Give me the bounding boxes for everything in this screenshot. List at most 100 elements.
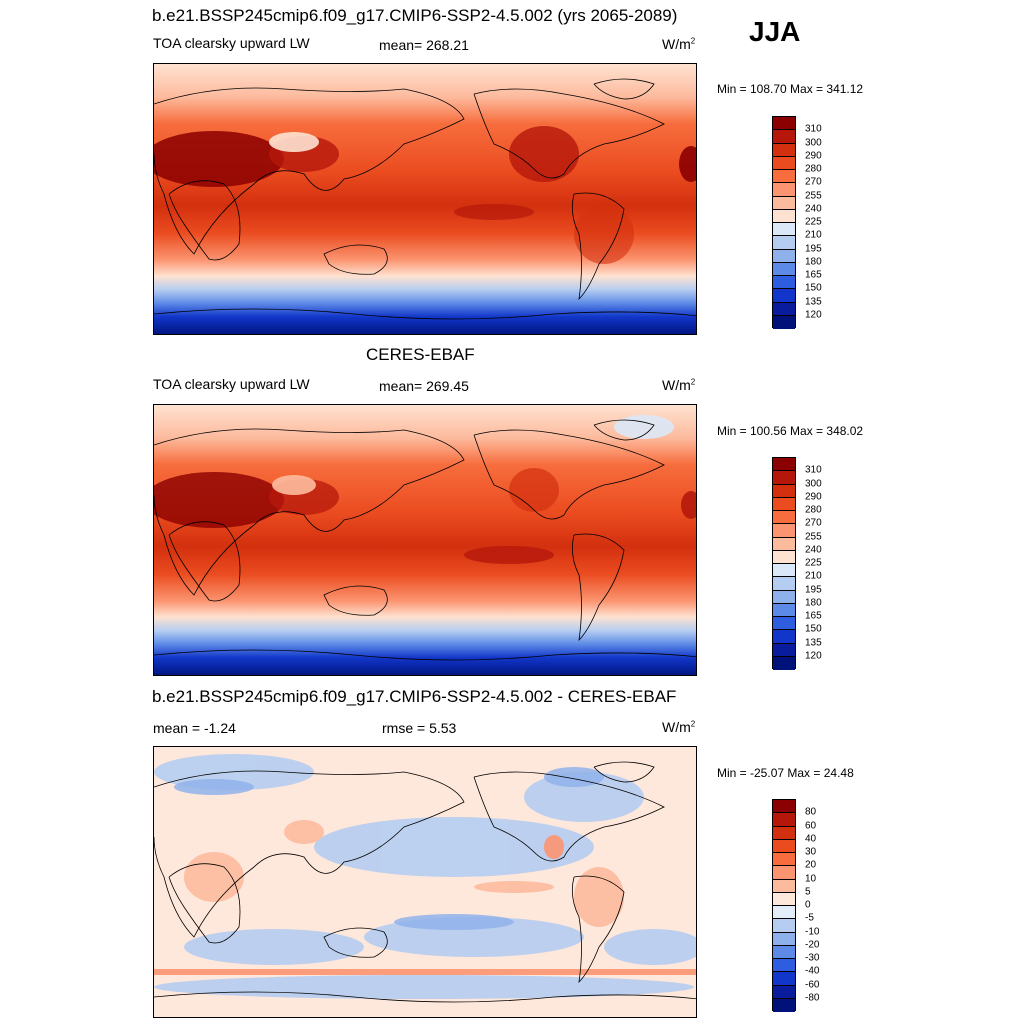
- colorbar-tick-label: -5: [805, 912, 814, 924]
- panel3-title: b.e21.BSSP245cmip6.f09_g17.CMIP6-SSP2-4.…: [152, 687, 677, 706]
- panel2-colorbar: [772, 457, 796, 670]
- colorbar-swatch: [773, 853, 795, 867]
- colorbar-tick-label: 290: [805, 491, 822, 503]
- colorbar-swatch: [773, 800, 795, 814]
- colorbar-swatch: [773, 276, 795, 290]
- colorbar-swatch: [773, 511, 795, 525]
- panel1-units: W/m2: [662, 36, 696, 52]
- colorbar-tick-label: 225: [805, 216, 822, 228]
- panel3-map-graphic: [154, 747, 696, 1017]
- colorbar-swatch: [773, 196, 795, 210]
- panel1-colorbar-cells: [773, 117, 795, 329]
- colorbar-swatch: [773, 590, 795, 604]
- colorbar-tick-label: 240: [805, 544, 822, 556]
- colorbar-tick-label: 195: [805, 243, 822, 254]
- panel2-map-graphic: [154, 405, 696, 675]
- colorbar-tick-label: 240: [805, 203, 822, 215]
- panel1-map: [153, 63, 697, 335]
- colorbar-tick-label: 310: [805, 123, 822, 135]
- colorbar-tick-label: 135: [805, 296, 822, 307]
- panel3-minmax: Min = -25.07 Max = 24.48: [717, 766, 854, 780]
- panel3-mean: mean = -1.24: [153, 720, 236, 736]
- colorbar-tick-label: 255: [805, 190, 822, 201]
- colorbar-swatch: [773, 130, 795, 144]
- colorbar-swatch: [773, 315, 795, 329]
- colorbar-swatch: [773, 289, 795, 303]
- colorbar-swatch: [773, 117, 795, 131]
- colorbar-swatch: [773, 972, 795, 986]
- colorbar-swatch: [773, 932, 795, 946]
- figure-title: b.e21.BSSP245cmip6.f09_g17.CMIP6-SSP2-4.…: [152, 6, 678, 25]
- colorbar-tick-label: 180: [805, 597, 822, 609]
- colorbar-swatch: [773, 209, 795, 223]
- colorbar-swatch: [773, 564, 795, 578]
- colorbar-swatch: [773, 813, 795, 827]
- colorbar-swatch: [773, 985, 795, 999]
- colorbar-tick-label: 300: [805, 478, 822, 489]
- colorbar-swatch: [773, 998, 795, 1012]
- colorbar-tick-label: 255: [805, 531, 822, 542]
- colorbar-swatch: [773, 170, 795, 184]
- colorbar-swatch: [773, 223, 795, 237]
- panel2-mean: mean= 269.45: [379, 378, 469, 394]
- colorbar-swatch: [773, 236, 795, 250]
- colorbar-tick-label: -20: [805, 939, 820, 951]
- colorbar-swatch: [773, 656, 795, 670]
- colorbar-tick-label: 280: [805, 163, 822, 175]
- colorbar-tick-label: 120: [805, 309, 822, 321]
- colorbar-swatch: [773, 643, 795, 657]
- panel2-minmax: Min = 100.56 Max = 348.02: [717, 424, 864, 438]
- colorbar-tick-label: -30: [805, 952, 820, 964]
- colorbar-swatch: [773, 892, 795, 906]
- colorbar-tick-label: 165: [805, 610, 822, 622]
- panel3-units: W/m2: [662, 719, 696, 735]
- panel3-map: [153, 746, 697, 1018]
- colorbar-tick-label: 270: [805, 517, 822, 529]
- colorbar-tick-label: 40: [805, 833, 817, 845]
- colorbar-tick-label: 195: [805, 584, 822, 595]
- colorbar-tick-label: 135: [805, 637, 822, 648]
- colorbar-swatch: [773, 143, 795, 157]
- colorbar-tick-label: 270: [805, 176, 822, 188]
- colorbar-swatch: [773, 959, 795, 973]
- panel2-variable: TOA clearsky upward LW: [153, 376, 310, 392]
- colorbar-tick-label: 60: [805, 820, 817, 831]
- colorbar-swatch: [773, 879, 795, 893]
- colorbar-swatch: [773, 906, 795, 920]
- colorbar-tick-label: 0: [805, 899, 811, 911]
- colorbar-swatch: [773, 839, 795, 853]
- colorbar-tick-label: 280: [805, 504, 822, 516]
- colorbar-tick-label: -40: [805, 965, 820, 977]
- colorbar-swatch: [773, 577, 795, 591]
- colorbar-swatch: [773, 945, 795, 959]
- colorbar-tick-label: 300: [805, 137, 822, 148]
- colorbar-tick-label: 20: [805, 859, 817, 871]
- colorbar-tick-label: 165: [805, 269, 822, 281]
- colorbar-tick-label: 310: [805, 464, 822, 476]
- colorbar-tick-label: 210: [805, 229, 822, 241]
- colorbar-swatch: [773, 156, 795, 170]
- colorbar-tick-label: -60: [805, 979, 820, 990]
- colorbar-swatch: [773, 458, 795, 472]
- panel2-title: CERES-EBAF: [366, 345, 475, 364]
- panel3-colorbar-cells: [773, 800, 795, 1012]
- colorbar-tick-label: 150: [805, 282, 822, 294]
- colorbar-swatch: [773, 497, 795, 511]
- colorbar-swatch: [773, 826, 795, 840]
- colorbar-tick-label: 225: [805, 557, 822, 569]
- colorbar-tick-label: 120: [805, 650, 822, 662]
- panel2-units: W/m2: [662, 377, 696, 393]
- colorbar-swatch: [773, 617, 795, 631]
- colorbar-swatch: [773, 302, 795, 316]
- colorbar-swatch: [773, 249, 795, 263]
- colorbar-tick-label: 150: [805, 623, 822, 635]
- colorbar-tick-label: 290: [805, 150, 822, 162]
- colorbar-tick-label: -10: [805, 926, 820, 937]
- season-label: JJA: [749, 16, 801, 47]
- panel1-colorbar: [772, 116, 796, 329]
- colorbar-tick-label: 5: [805, 886, 811, 898]
- panel3-colorbar: [772, 799, 796, 1012]
- colorbar-swatch: [773, 550, 795, 564]
- colorbar-swatch: [773, 471, 795, 485]
- colorbar-tick-label: 30: [805, 846, 817, 858]
